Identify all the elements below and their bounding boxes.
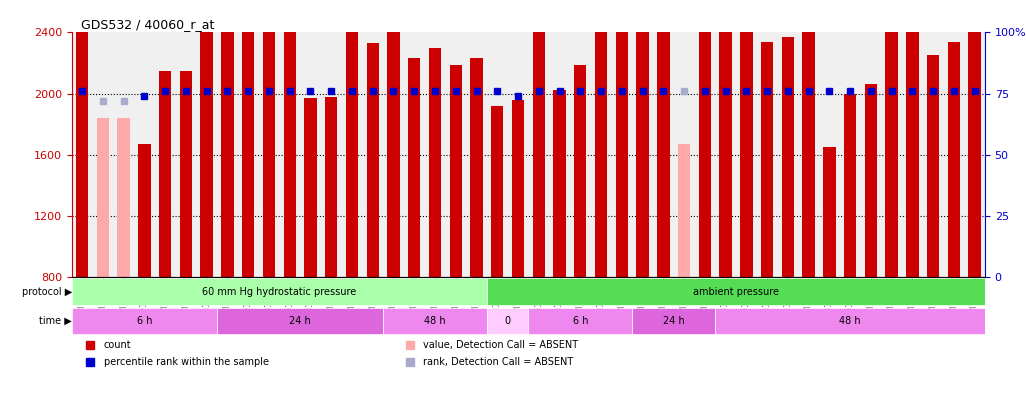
Bar [678,144,690,277]
Bar [305,98,317,277]
Bar [761,42,774,277]
Text: 24 h: 24 h [289,316,311,326]
Bar [117,118,130,277]
Bar [843,94,857,277]
FancyBboxPatch shape [218,308,383,334]
Bar [595,15,607,277]
FancyBboxPatch shape [487,279,985,305]
Bar [906,0,918,277]
Text: percentile rank within the sample: percentile rank within the sample [104,357,269,367]
Bar [283,17,295,277]
FancyBboxPatch shape [383,308,487,334]
FancyBboxPatch shape [528,308,632,334]
Text: GDS532 / 40060_r_at: GDS532 / 40060_r_at [81,18,214,31]
Bar [470,58,482,277]
Bar [449,64,462,277]
FancyBboxPatch shape [487,308,528,334]
Bar [553,90,565,277]
Text: 0: 0 [505,316,511,326]
Bar [76,20,88,277]
Text: protocol ▶: protocol ▶ [22,287,72,297]
Bar [740,25,752,277]
Text: 6 h: 6 h [136,316,152,326]
Bar [408,58,421,277]
Bar [512,100,524,277]
Bar [532,11,545,277]
Text: time ▶: time ▶ [39,316,72,326]
Bar [346,19,358,277]
FancyBboxPatch shape [72,308,218,334]
Text: 24 h: 24 h [663,316,684,326]
Bar [387,17,400,277]
Bar [719,23,732,277]
Bar [574,64,587,277]
Bar [823,147,835,277]
FancyBboxPatch shape [715,308,985,334]
Bar [926,55,940,277]
Bar [429,48,441,277]
Bar [657,15,670,277]
Bar [885,0,898,277]
Text: value, Detection Call = ABSENT: value, Detection Call = ABSENT [424,340,579,350]
Bar [969,29,981,277]
Bar [159,70,171,277]
Bar [96,118,109,277]
Bar [491,106,504,277]
Bar [366,43,379,277]
Bar [616,17,628,277]
Bar [699,22,711,277]
Text: 48 h: 48 h [839,316,861,326]
Text: rank, Detection Call = ABSENT: rank, Detection Call = ABSENT [424,357,574,367]
Bar [222,13,234,277]
Text: 60 mm Hg hydrostatic pressure: 60 mm Hg hydrostatic pressure [202,287,356,297]
Bar [242,15,254,277]
FancyBboxPatch shape [632,308,715,334]
Bar [200,29,213,277]
Bar [180,70,192,277]
Text: 6 h: 6 h [573,316,588,326]
Bar [948,42,960,277]
Bar [263,19,275,277]
Text: 48 h: 48 h [424,316,446,326]
Bar [782,37,794,277]
Bar [636,14,648,277]
FancyBboxPatch shape [72,279,487,305]
Bar [802,28,815,277]
Bar [139,144,151,277]
Text: ambient pressure: ambient pressure [693,287,779,297]
Bar [325,97,338,277]
Bar [865,84,877,277]
Text: count: count [104,340,131,350]
